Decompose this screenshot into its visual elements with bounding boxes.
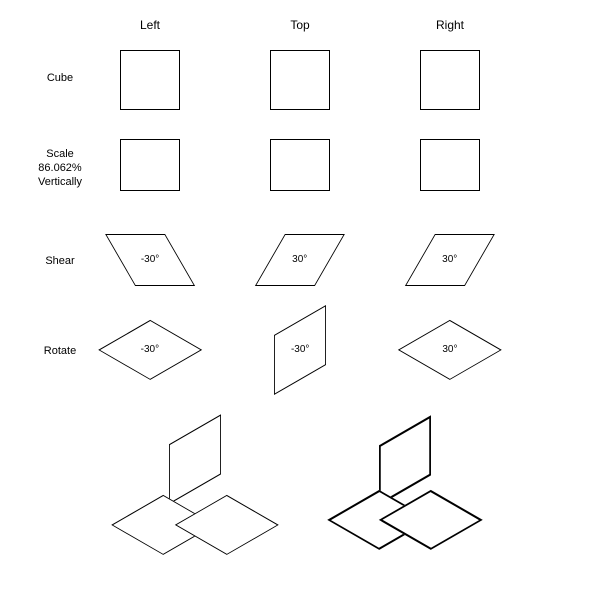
square-shape (420, 50, 480, 110)
col-header-right: Right (420, 18, 480, 32)
row-label-text: Rotate (44, 345, 76, 357)
sheared-shape: 30° (255, 234, 345, 286)
cell-scale-right (380, 120, 520, 210)
col-header-top: Top (270, 18, 330, 32)
rotate-angle-label: 30° (442, 345, 457, 356)
cell-shear-left: -30° (80, 215, 220, 305)
iso-face-top (379, 415, 431, 505)
sheared-shape: -30° (105, 234, 195, 286)
col-header-label: Right (436, 18, 464, 32)
shear-angle-label: 30° (292, 255, 307, 266)
cell-rotate-left: -30° (80, 305, 220, 395)
iso-face-right (175, 495, 279, 555)
shear-angle-label: 30° (442, 255, 457, 266)
square-shape (270, 50, 330, 110)
rotate-angle-label: -30° (141, 345, 159, 356)
square-shape (120, 50, 180, 110)
cell-shear-top: 30° (230, 215, 370, 305)
row-label-text: Shear (45, 255, 74, 267)
cell-scale-top (230, 120, 370, 210)
cell-scale-left (80, 120, 220, 210)
scaled-square-shape (420, 139, 480, 191)
col-header-left: Left (120, 18, 180, 32)
cell-cube-left (80, 35, 220, 125)
sheared-shape: 30° (405, 234, 495, 286)
cell-cube-top (230, 35, 370, 125)
rotated-shape: -30° (98, 320, 202, 380)
cell-cube-right (380, 35, 520, 125)
iso-face-top (169, 414, 221, 504)
cell-rotate-top: -30° (230, 305, 370, 395)
cell-rotate-right: 30° (380, 305, 520, 395)
col-header-label: Top (290, 18, 309, 32)
rotated-shape: -30° (274, 305, 326, 395)
rotated-shape: 30° (398, 320, 502, 380)
scaled-square-shape (270, 139, 330, 191)
cell-shear-right: 30° (380, 215, 520, 305)
col-header-label: Left (140, 18, 160, 32)
shear-angle-label: -30° (141, 255, 159, 266)
diagram-stage: Left Top Right Cube Scale 86.062% Vertic… (0, 0, 600, 600)
row-label-text: Scale 86.062% Vertically (38, 148, 82, 188)
scaled-square-shape (120, 139, 180, 191)
row-label-text: Cube (47, 72, 73, 84)
rotate-angle-label: -30° (291, 345, 309, 356)
